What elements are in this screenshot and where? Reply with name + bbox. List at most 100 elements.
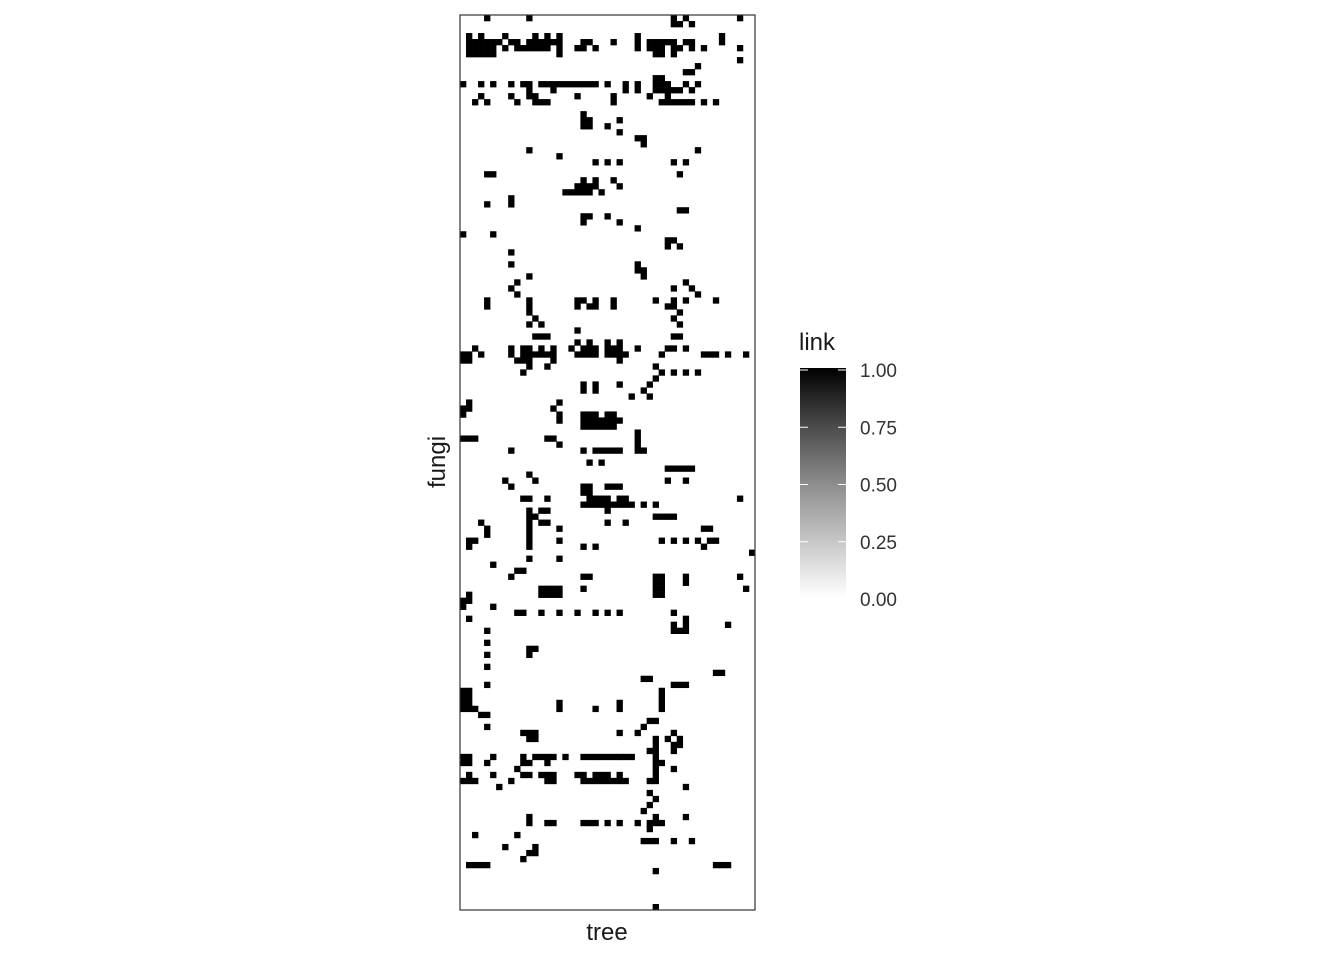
heatmap-cell (676, 243, 684, 250)
heatmap-cell (484, 15, 491, 22)
heatmap-cell (460, 357, 467, 364)
heatmap-cell (694, 147, 702, 154)
heatmap-cell (574, 93, 581, 100)
heatmap-cell (652, 903, 659, 911)
heatmap-cell (664, 87, 672, 94)
heatmap-cell (616, 183, 623, 190)
heatmap-cell (736, 495, 744, 502)
heatmap-cell (610, 345, 617, 352)
heatmap-cell (682, 81, 690, 88)
heatmap-cell (616, 501, 623, 508)
heatmap-cell (592, 495, 599, 502)
heatmap-cell (574, 45, 581, 52)
heatmap-cell (664, 513, 672, 520)
heatmap-cell (484, 201, 491, 208)
heatmap-cell (604, 777, 611, 785)
heatmap-cell (460, 405, 467, 412)
heatmap-cell (706, 537, 714, 544)
heatmap-cell (508, 573, 515, 580)
heatmap-cell (658, 759, 665, 767)
heatmap-cell (622, 351, 629, 358)
heatmap-cell (550, 435, 557, 442)
heatmap-cell (544, 771, 551, 779)
heatmap-cell (478, 351, 485, 358)
heatmap-cell (736, 57, 744, 64)
heatmap-cell (682, 813, 690, 821)
heatmap-cell (586, 117, 593, 124)
heatmap-cell (664, 99, 672, 106)
heatmap-cell (508, 285, 515, 292)
heatmap-cell (616, 705, 623, 713)
heatmap-cell (712, 351, 720, 358)
heatmap-cell (592, 819, 599, 827)
heatmap-cell (538, 345, 545, 352)
heatmap-cell (676, 333, 684, 340)
heatmap-cell (532, 99, 539, 106)
heatmap-cell (736, 45, 744, 52)
heatmap-cell (514, 765, 521, 773)
heatmap-cell (460, 753, 467, 761)
heatmap-cell (508, 483, 515, 490)
heatmap-cell (574, 81, 581, 88)
heatmap-cell (676, 735, 684, 743)
heatmap-cell (652, 837, 659, 845)
heatmap-cell (526, 525, 533, 532)
heatmap-cell (652, 573, 659, 580)
heatmap-cell (670, 747, 678, 755)
panel-border (459, 14, 756, 911)
heatmap-cell (664, 735, 672, 743)
heatmap-cell (652, 585, 659, 592)
heatmap-cell (466, 759, 473, 767)
heatmap-cell (622, 753, 629, 761)
heatmap-cell (460, 687, 467, 695)
heatmap-cell (544, 819, 551, 827)
legend: link 1.00 0.75 0.50 0.25 0.00 (799, 329, 897, 611)
heatmap-cell (652, 39, 659, 46)
heatmap-cell (610, 411, 617, 418)
heatmap-cell (460, 705, 467, 713)
heatmap-cell (520, 771, 527, 779)
heatmap-cell (526, 45, 533, 52)
heatmap-cell (676, 87, 684, 94)
heatmap-cell (670, 21, 678, 28)
heatmap-cell (634, 447, 641, 454)
heatmap-cell (664, 39, 672, 46)
heatmap-cell (574, 327, 581, 334)
heatmap-cell (556, 45, 563, 52)
heatmap-cell (622, 81, 629, 88)
heatmap-cell (676, 207, 684, 214)
heatmap-cell (502, 477, 509, 484)
heatmap-cell (616, 351, 623, 358)
heatmap-cell (490, 603, 497, 610)
heatmap-cell (598, 447, 605, 454)
heatmap-cell (664, 303, 672, 310)
heatmap-cell (688, 837, 696, 845)
heatmap-cell (592, 351, 599, 358)
heatmap-cell (466, 591, 473, 598)
heatmap-cell (544, 333, 551, 340)
heatmap-cell (610, 303, 617, 310)
heatmap-cell (622, 519, 629, 526)
heatmap-cell (466, 705, 473, 713)
heatmap-cell (520, 495, 527, 502)
heatmap-cell (580, 423, 587, 430)
heatmap-cell (556, 555, 563, 562)
heatmap-cell (520, 855, 527, 863)
heatmap-cell (526, 555, 533, 562)
heatmap-cell (592, 411, 599, 418)
heatmap-cell (658, 99, 665, 106)
heatmap-cell (634, 729, 641, 737)
heatmap-cell (490, 39, 497, 46)
heatmap-cell (580, 447, 587, 454)
heatmap-cell (622, 495, 629, 502)
heatmap-cell (562, 753, 569, 761)
heatmap-cell (670, 303, 678, 310)
heatmap-cell (682, 681, 690, 689)
heatmap-cell (658, 75, 665, 82)
heatmap-cell (592, 183, 599, 190)
heatmap-cell (622, 777, 629, 785)
heatmap-cell (616, 447, 623, 454)
heatmap-cell (580, 39, 587, 46)
heatmap-cell (484, 681, 491, 689)
heatmap-cell (466, 777, 473, 785)
